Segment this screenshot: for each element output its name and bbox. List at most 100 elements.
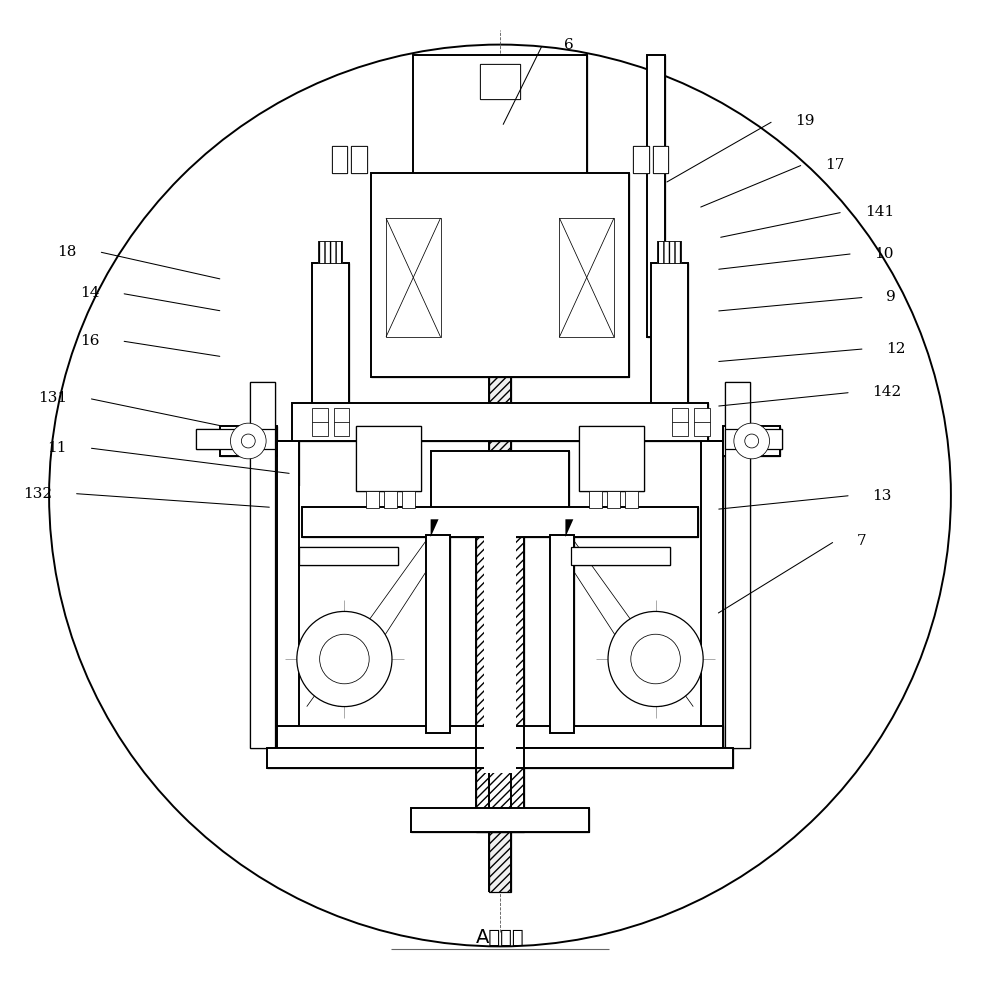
- Bar: [332, 146, 347, 173]
- Bar: [701, 441, 723, 748]
- Bar: [292, 403, 708, 441]
- Bar: [579, 426, 644, 491]
- Bar: [550, 535, 574, 733]
- Circle shape: [745, 434, 759, 448]
- Bar: [725, 382, 750, 748]
- Bar: [318, 241, 342, 263]
- Bar: [302, 507, 698, 537]
- Bar: [651, 263, 688, 436]
- Circle shape: [297, 611, 392, 707]
- Bar: [694, 408, 710, 436]
- Bar: [386, 218, 441, 337]
- Text: 132: 132: [23, 487, 52, 500]
- Bar: [411, 808, 589, 832]
- Bar: [312, 263, 349, 436]
- Bar: [571, 547, 670, 565]
- Text: 6: 6: [564, 38, 574, 52]
- Bar: [725, 429, 782, 449]
- Text: 10: 10: [875, 247, 894, 261]
- Bar: [413, 55, 587, 208]
- Bar: [651, 263, 688, 436]
- Circle shape: [230, 423, 266, 459]
- Bar: [725, 382, 750, 748]
- Bar: [672, 408, 688, 436]
- Bar: [351, 146, 367, 173]
- Bar: [356, 426, 421, 491]
- Text: 11: 11: [47, 441, 67, 455]
- Text: 13: 13: [873, 489, 892, 502]
- Text: 16: 16: [80, 334, 100, 348]
- Text: 19: 19: [795, 114, 815, 128]
- Bar: [431, 451, 569, 515]
- Text: 18: 18: [57, 245, 77, 259]
- Bar: [312, 408, 328, 436]
- Bar: [476, 537, 524, 832]
- Text: A部放大: A部放大: [476, 928, 524, 947]
- Circle shape: [49, 45, 951, 946]
- Text: 7: 7: [857, 534, 866, 548]
- Bar: [647, 55, 665, 337]
- Bar: [332, 146, 347, 173]
- Bar: [480, 64, 520, 99]
- Circle shape: [608, 611, 703, 707]
- Bar: [302, 507, 698, 537]
- Bar: [701, 441, 723, 748]
- Circle shape: [631, 634, 680, 684]
- Bar: [657, 241, 681, 263]
- Bar: [550, 535, 574, 733]
- Bar: [220, 426, 277, 456]
- Bar: [292, 403, 708, 441]
- Bar: [657, 241, 681, 263]
- Bar: [402, 491, 415, 508]
- Bar: [633, 146, 649, 173]
- Bar: [277, 726, 723, 748]
- Bar: [250, 382, 275, 748]
- Bar: [426, 535, 450, 733]
- Bar: [411, 808, 589, 832]
- Bar: [571, 547, 670, 565]
- Text: 131: 131: [38, 391, 67, 405]
- Bar: [484, 535, 516, 773]
- Bar: [267, 748, 733, 768]
- Bar: [653, 146, 668, 173]
- Circle shape: [320, 634, 369, 684]
- Bar: [723, 426, 780, 456]
- Bar: [579, 426, 644, 491]
- Text: 17: 17: [825, 158, 844, 171]
- Bar: [351, 146, 367, 173]
- Text: 9: 9: [886, 290, 896, 304]
- Bar: [725, 429, 782, 449]
- Bar: [312, 263, 349, 436]
- Bar: [371, 173, 629, 377]
- Bar: [431, 451, 569, 515]
- Bar: [489, 198, 511, 892]
- Bar: [366, 491, 379, 508]
- Bar: [277, 441, 299, 748]
- Text: 142: 142: [873, 385, 902, 399]
- Bar: [299, 486, 701, 726]
- Text: 14: 14: [80, 286, 100, 300]
- Bar: [384, 491, 397, 508]
- Bar: [196, 429, 275, 449]
- Bar: [318, 241, 342, 263]
- Bar: [356, 426, 421, 491]
- Bar: [653, 146, 668, 173]
- Bar: [371, 173, 629, 377]
- Circle shape: [241, 434, 255, 448]
- Bar: [559, 218, 614, 337]
- Bar: [436, 213, 564, 342]
- Polygon shape: [431, 519, 439, 537]
- Bar: [625, 491, 638, 508]
- Bar: [277, 441, 299, 748]
- Bar: [250, 382, 275, 748]
- Bar: [299, 547, 398, 565]
- Text: 12: 12: [886, 342, 906, 356]
- Bar: [633, 146, 649, 173]
- Bar: [480, 64, 520, 99]
- Bar: [267, 748, 733, 768]
- Polygon shape: [565, 519, 573, 537]
- Bar: [220, 426, 277, 456]
- Bar: [607, 491, 620, 508]
- Bar: [196, 429, 275, 449]
- Bar: [334, 408, 349, 436]
